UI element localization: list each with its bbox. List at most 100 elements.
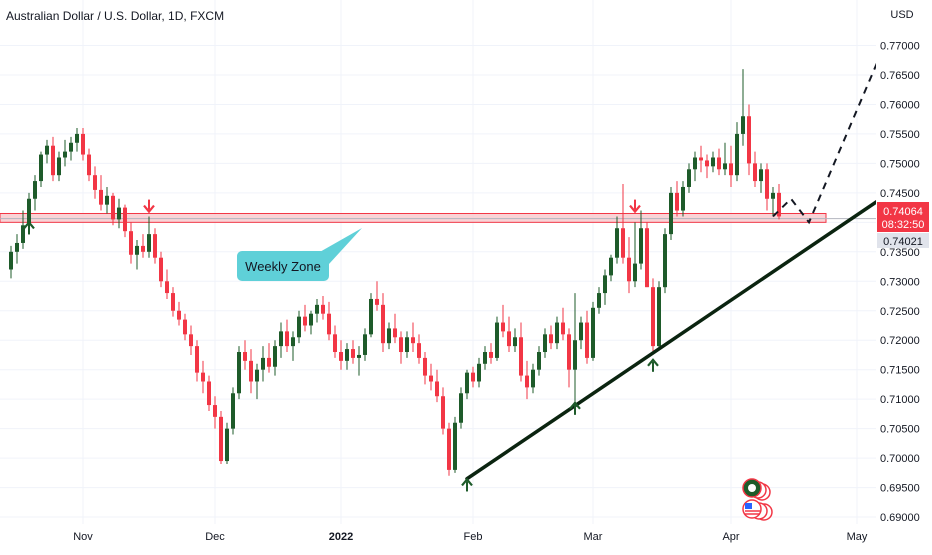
- candle: [45, 139, 49, 164]
- candle: [51, 136, 55, 182]
- time-tick-label: Nov: [73, 531, 93, 543]
- candle: [501, 304, 505, 338]
- candle: [315, 298, 319, 323]
- candle-body: [135, 245, 139, 255]
- price-axis[interactable]: USD 0.77000 0.76500 0.76000 0.75500 0.75000 0…: [876, 0, 932, 524]
- candle: [645, 222, 649, 288]
- arrow-down-icon: [143, 199, 155, 214]
- candle-body: [663, 234, 667, 288]
- candle: [699, 145, 703, 173]
- candle: [603, 269, 607, 305]
- candle-body: [117, 207, 121, 220]
- candle: [507, 316, 511, 353]
- candle: [651, 278, 655, 353]
- economic-events-icons[interactable]: [742, 478, 773, 521]
- candle-body: [387, 328, 391, 344]
- candle: [39, 151, 43, 187]
- candle: [417, 334, 421, 364]
- candle-body: [639, 228, 643, 264]
- candle: [81, 128, 85, 161]
- candle: [123, 204, 127, 238]
- candle: [333, 325, 337, 358]
- candle: [165, 269, 169, 299]
- candle: [591, 301, 595, 361]
- candle-body: [609, 257, 613, 276]
- candle: [375, 281, 379, 311]
- candle-body: [411, 337, 415, 344]
- candle-body: [69, 142, 73, 152]
- time-axis[interactable]: Nov Dec 2022 Feb Mar Apr May: [0, 524, 932, 550]
- candle: [759, 163, 763, 193]
- candle-body: [645, 228, 649, 288]
- candle-body: [507, 331, 511, 347]
- candle: [453, 416, 457, 473]
- candle-body: [549, 334, 553, 344]
- candle-body: [393, 328, 397, 338]
- candle-body: [495, 322, 499, 358]
- event-flag-icon-au[interactable]: [742, 478, 771, 501]
- candle-body: [417, 343, 421, 358]
- candle-body: [291, 337, 295, 347]
- candle: [555, 316, 559, 350]
- current-price-tag-bg: [877, 202, 929, 232]
- arrow-head: [569, 401, 581, 410]
- candle: [615, 216, 619, 264]
- candle-body: [459, 393, 463, 423]
- candle-body: [321, 304, 325, 314]
- price-tick-label: 0.70500: [880, 424, 920, 436]
- candle: [69, 136, 73, 161]
- candle: [447, 422, 451, 476]
- time-tick-label: May: [847, 531, 868, 543]
- projection-path: [772, 39, 888, 225]
- arrow-head: [461, 477, 473, 487]
- candle: [387, 322, 391, 350]
- candle-body: [243, 352, 247, 361]
- candle-body: [513, 337, 517, 347]
- candle-body: [771, 192, 775, 199]
- candle-body: [603, 275, 607, 294]
- candle-body: [531, 369, 535, 388]
- weekly-zone-callout[interactable]: Weekly Zone: [237, 228, 362, 281]
- candle-body: [561, 322, 565, 335]
- candle-body: [183, 319, 187, 335]
- candle-body: [399, 337, 403, 353]
- candle: [543, 328, 547, 358]
- candle: [489, 343, 493, 364]
- candle-body: [81, 133, 85, 155]
- candle-body: [315, 304, 319, 314]
- candle-body: [573, 340, 577, 370]
- candle-body: [747, 116, 751, 164]
- candle: [477, 357, 481, 388]
- candle-body: [447, 428, 451, 470]
- candle: [153, 228, 157, 264]
- candle-body: [333, 334, 337, 353]
- candle: [639, 210, 643, 270]
- event-flag-icon-us[interactable]: [742, 499, 773, 521]
- candle-body: [765, 169, 769, 199]
- candle: [381, 293, 385, 353]
- candle-body: [129, 231, 133, 255]
- candle-body: [657, 287, 661, 347]
- candle-body: [675, 192, 679, 211]
- candle-body: [717, 157, 721, 170]
- secondary-price-value: 0.74021: [883, 236, 923, 248]
- candle: [423, 352, 427, 385]
- candle: [57, 151, 61, 182]
- candle: [243, 340, 247, 370]
- candle: [561, 307, 565, 341]
- candle: [657, 281, 661, 350]
- candle: [285, 319, 289, 353]
- candle: [147, 216, 151, 258]
- candle-body: [345, 349, 349, 361]
- candle-body: [483, 352, 487, 364]
- candle-body: [633, 263, 637, 282]
- currency-label: USD: [890, 9, 913, 21]
- candle-body: [9, 251, 13, 270]
- candle: [105, 186, 109, 214]
- arrow-head: [629, 204, 641, 214]
- candle-body: [519, 337, 523, 376]
- candle-body: [585, 322, 589, 358]
- candle: [87, 148, 91, 182]
